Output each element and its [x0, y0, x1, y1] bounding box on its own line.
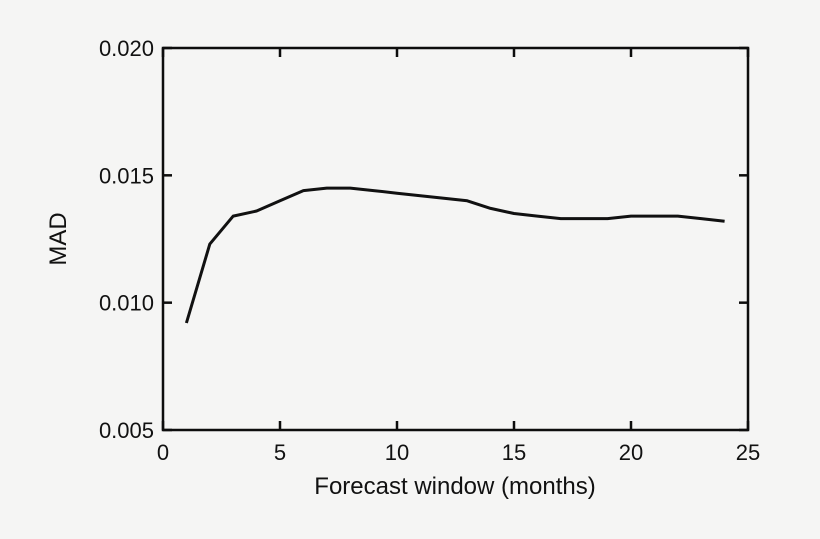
- y-tick-label: 0.005: [99, 418, 154, 443]
- x-tick-label: 20: [619, 440, 643, 465]
- y-tick-label: 0.015: [99, 163, 154, 188]
- axis-ticks: [161, 46, 750, 432]
- x-tick-label: 5: [274, 440, 286, 465]
- y-tick-label: 0.020: [99, 36, 154, 61]
- y-tick-label: 0.010: [99, 291, 154, 316]
- axis-tick-labels: 0 5 10 15 20 25 0.005 0.010 0.015 0.020: [99, 36, 760, 465]
- y-axis-title: MAD: [45, 212, 72, 265]
- x-tick-label: 25: [736, 440, 760, 465]
- x-axis-title: Forecast window (months): [314, 473, 595, 500]
- x-tick-label: 0: [157, 440, 169, 465]
- x-tick-label: 10: [385, 440, 409, 465]
- plot-area-frame: [161, 46, 750, 432]
- x-tick-label: 15: [502, 440, 526, 465]
- data-series-line: [184, 186, 725, 324]
